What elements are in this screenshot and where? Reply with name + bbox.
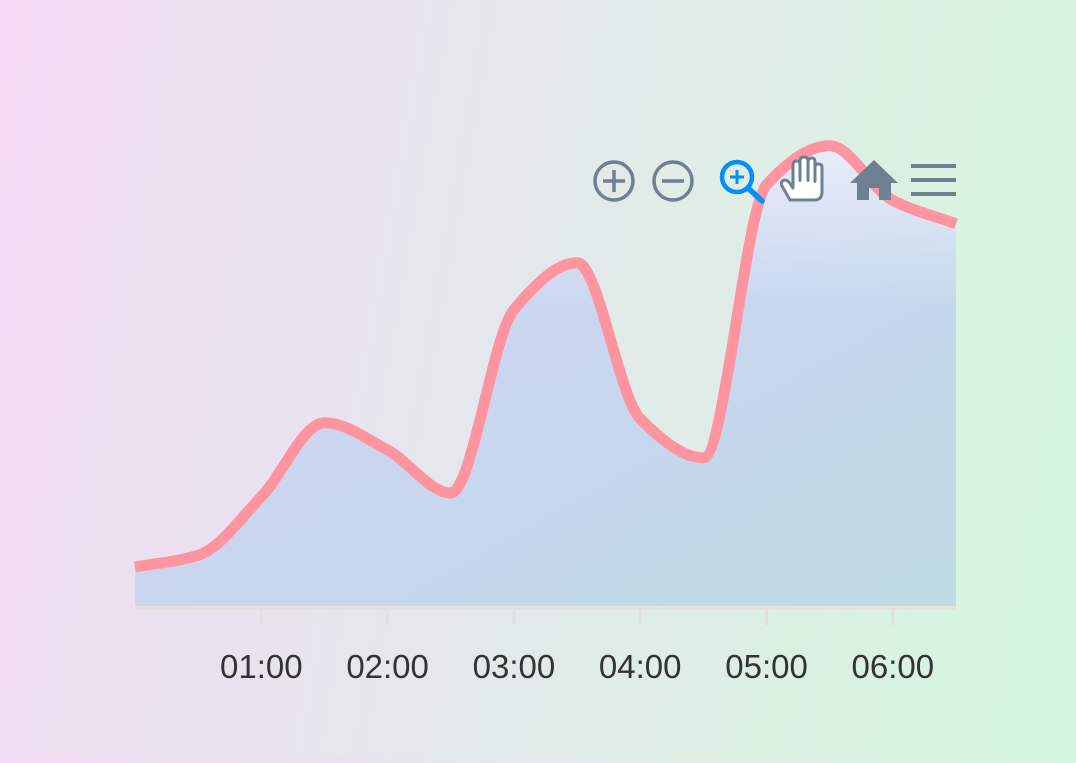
- zoom-out-button[interactable]: [651, 159, 695, 203]
- selection-zoom-button[interactable]: [717, 157, 767, 205]
- series-area-highlight: [135, 145, 956, 607]
- reset-home-icon: [850, 160, 898, 200]
- zoom-out-icon: [652, 160, 694, 202]
- x-tick-label-0: 01:00: [220, 648, 303, 685]
- x-tick-label-4: 05:00: [725, 648, 808, 685]
- chart-toolbar: [592, 155, 957, 205]
- x-tick-label-2: 03:00: [473, 648, 556, 685]
- menu-button[interactable]: [909, 160, 957, 200]
- x-tick-label-3: 04:00: [599, 648, 682, 685]
- zoom-in-button[interactable]: [592, 159, 636, 203]
- reset-zoom-button[interactable]: [848, 157, 900, 203]
- series-line: [133, 140, 958, 573]
- pan-hand-icon: [779, 155, 824, 202]
- pan-button[interactable]: [778, 155, 828, 204]
- x-tick-label-1: 02:00: [346, 648, 429, 685]
- zoom-in-icon: [593, 160, 635, 202]
- selection-zoom-icon: [719, 159, 765, 204]
- menu-icon: [911, 164, 956, 196]
- plot-area: [133, 140, 958, 607]
- x-axis: 01:00 02:00 03:00 04:00 05:00 06:00: [135, 606, 956, 685]
- x-tick-label-5: 06:00: [852, 648, 935, 685]
